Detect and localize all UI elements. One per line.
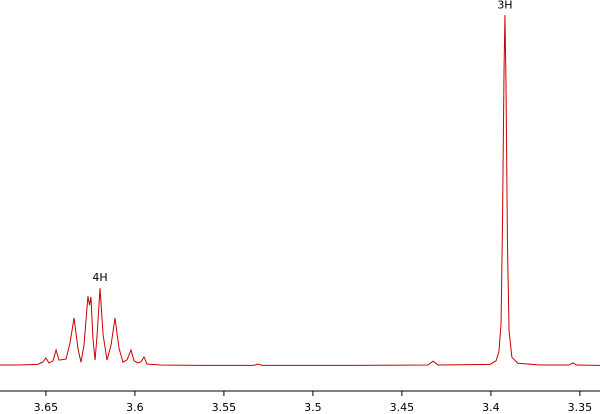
x-tick-label: 3.5 bbox=[304, 401, 322, 414]
x-tick-label: 3.4 bbox=[482, 401, 500, 414]
x-tick-label: 3.65 bbox=[34, 401, 59, 414]
x-tick-label: 3.35 bbox=[568, 401, 593, 414]
x-tick-label: 3.6 bbox=[126, 401, 144, 414]
peak-annotation: 3H bbox=[497, 0, 512, 11]
x-tick-label: 3.45 bbox=[390, 401, 415, 414]
peak-annotation: 4H bbox=[92, 271, 107, 284]
spectrum-line bbox=[0, 15, 600, 366]
x-tick-label: 3.55 bbox=[212, 401, 237, 414]
